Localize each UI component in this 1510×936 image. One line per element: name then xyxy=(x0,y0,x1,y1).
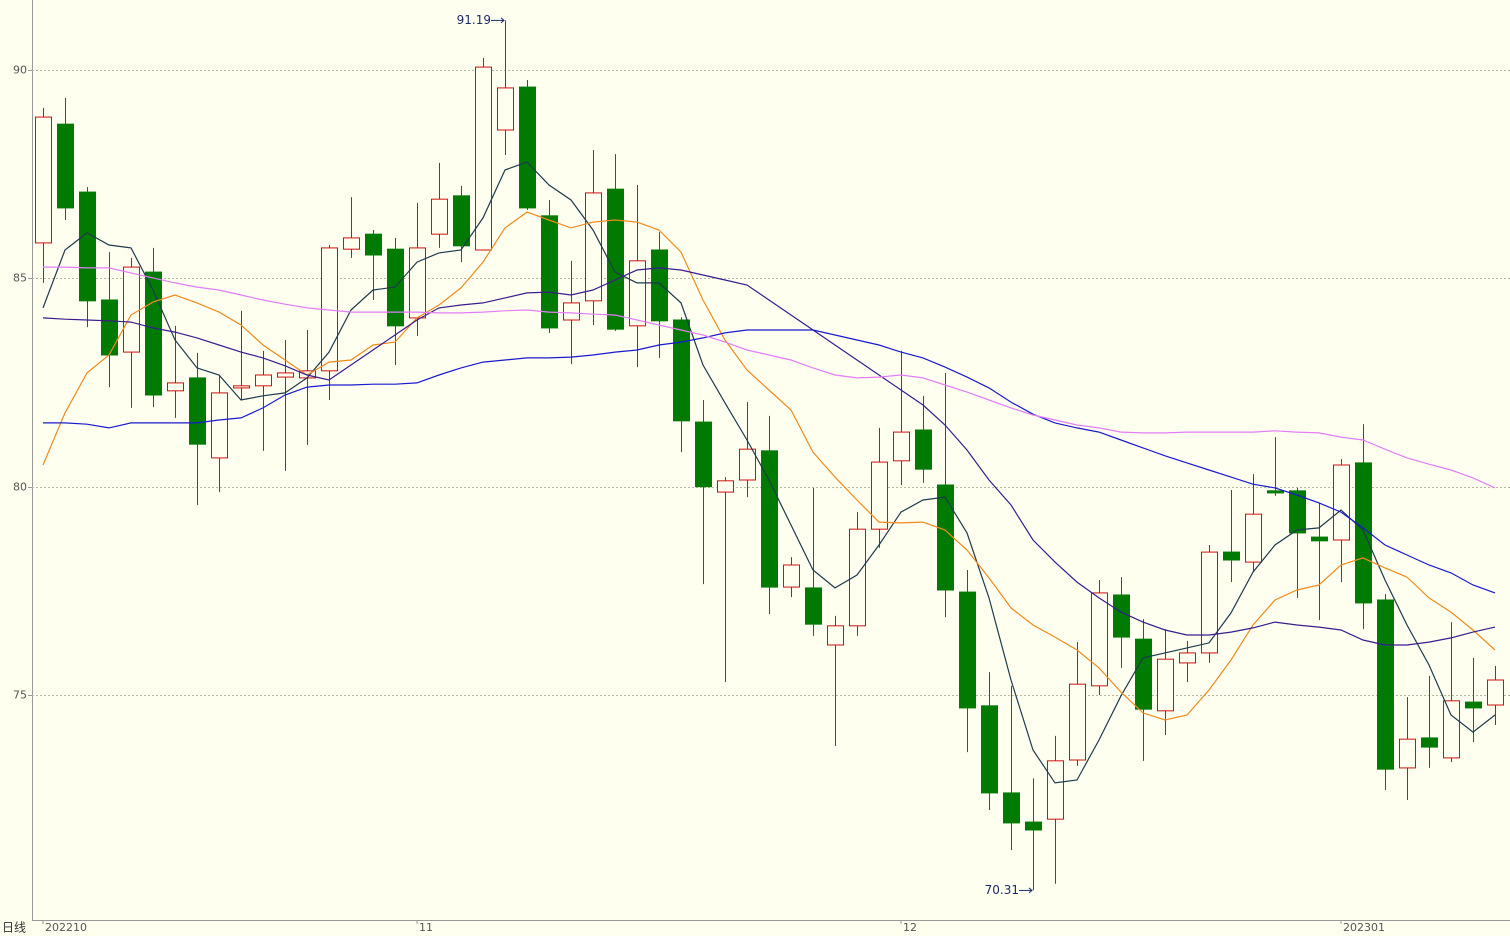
candle-body xyxy=(123,266,140,353)
candle-body xyxy=(849,528,866,627)
candle-body xyxy=(167,382,184,392)
candle-body xyxy=(101,299,118,356)
candle-body xyxy=(717,480,734,493)
candle-body xyxy=(1113,594,1130,638)
moving-average-line xyxy=(42,267,1496,646)
candle-body xyxy=(585,192,602,302)
candle-body xyxy=(1025,821,1042,831)
candle-body xyxy=(1069,683,1086,761)
candle-body xyxy=(519,86,536,209)
candle-body xyxy=(365,233,382,256)
candle-body xyxy=(673,319,690,422)
candle-body xyxy=(1465,701,1482,709)
candle-body xyxy=(497,87,514,131)
candle-body xyxy=(277,372,294,378)
candle-body xyxy=(1091,592,1108,687)
candle-body xyxy=(189,377,206,445)
candle-body xyxy=(1399,738,1416,769)
candle-body xyxy=(805,587,822,625)
candle-body xyxy=(35,116,52,244)
candle-body xyxy=(1201,551,1218,654)
candle-body xyxy=(651,249,668,322)
candle-body xyxy=(343,237,360,250)
candle-body xyxy=(739,448,756,481)
x-tick-label: 202301 xyxy=(1343,921,1385,934)
candle-body xyxy=(1333,464,1350,541)
candle-body xyxy=(1245,513,1262,563)
candle-body xyxy=(1179,652,1196,664)
candle-body xyxy=(453,195,470,247)
candle-body xyxy=(1443,700,1460,759)
candle-body xyxy=(563,302,580,321)
x-tick-label: 202210 xyxy=(45,921,87,934)
moving-average-line xyxy=(43,266,1496,489)
candle-body xyxy=(607,188,624,330)
candle-body xyxy=(475,66,492,251)
y-tick-label: 75 xyxy=(13,689,27,702)
candle-body xyxy=(541,215,558,329)
annotation-arrowhead xyxy=(1028,887,1033,894)
candle-body xyxy=(211,392,228,459)
candle-body xyxy=(1311,536,1328,542)
candle-body xyxy=(1047,760,1064,820)
candle-body xyxy=(145,271,162,396)
candle-body xyxy=(1487,679,1504,706)
candle-body xyxy=(629,260,646,327)
candle-body xyxy=(1157,658,1174,712)
candle-body xyxy=(1267,490,1284,494)
x-tick-label: 12 xyxy=(903,921,917,934)
candle-body xyxy=(1377,599,1394,770)
x-tick-label: 11 xyxy=(419,921,433,934)
candle-body xyxy=(937,484,954,591)
candle-body xyxy=(1135,638,1152,710)
candle-body xyxy=(1223,551,1240,561)
candle-body xyxy=(79,191,96,302)
annotation-label: 91.19 xyxy=(457,13,491,27)
candle-body xyxy=(761,450,778,588)
candle-body xyxy=(827,625,844,646)
candle-body xyxy=(1421,737,1438,748)
candle-body xyxy=(871,461,888,530)
moving-average-line xyxy=(42,211,1496,721)
period-label: 日线 xyxy=(2,921,26,935)
y-tick-label: 90 xyxy=(13,64,27,77)
candle-body xyxy=(57,123,74,209)
annotation-label: 70.31 xyxy=(985,883,1019,897)
moving-average-line xyxy=(43,329,1496,594)
moving-average-line xyxy=(42,161,1496,784)
candle-body xyxy=(915,429,932,470)
candle-body xyxy=(981,705,998,794)
candle-body xyxy=(783,564,800,588)
candle-body xyxy=(409,247,426,319)
candle-body xyxy=(1289,490,1306,534)
candle-body xyxy=(1003,792,1020,824)
candle-body xyxy=(959,591,976,709)
candle-body xyxy=(893,431,910,462)
candle-body xyxy=(431,198,448,235)
candle-body xyxy=(695,421,712,488)
candle-body xyxy=(1355,462,1372,604)
candle-body xyxy=(233,385,250,389)
y-tick-label: 85 xyxy=(13,272,27,285)
annotation-arrowhead xyxy=(500,17,505,24)
candle-body xyxy=(255,374,272,387)
y-tick-label: 80 xyxy=(13,481,27,494)
